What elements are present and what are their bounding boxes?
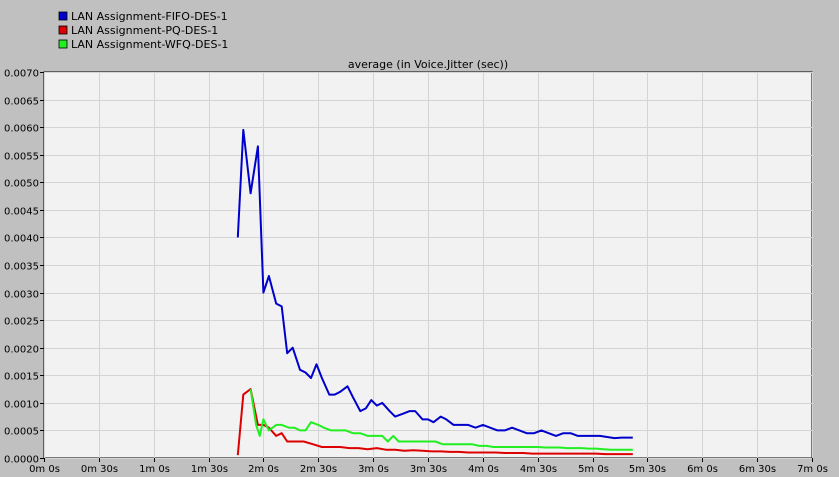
y-tick-label: 0.0055 (4, 152, 39, 163)
y-tick-label: 0.0035 (4, 262, 39, 273)
y-tick-label: 0.0030 (4, 290, 39, 301)
legend-swatch-3 (58, 39, 68, 49)
x-tick-label: 4m 0s (468, 464, 499, 475)
x-tick-label: 0m 0s (29, 464, 60, 475)
legend-label-3: LAN Assignment-WFQ-DES-1 (71, 38, 228, 51)
y-tick-label: 0.0045 (4, 207, 39, 218)
y-tick-label: 0.0015 (4, 372, 39, 383)
y-tick-label: 0.0025 (4, 317, 39, 328)
x-tick-label: 7m 0s (797, 464, 828, 475)
legend-swatch-1 (58, 11, 68, 21)
x-tick-label: 2m 0s (248, 464, 279, 475)
x-tick-label: 1m 30s (191, 464, 228, 475)
y-tick-label: 0.0020 (4, 345, 39, 356)
series-layer (236, 128, 633, 456)
legend-label-2: LAN Assignment-PQ-DES-1 (71, 24, 218, 37)
x-tick-label: 5m 0s (578, 464, 609, 475)
y-tick-label: 0.0000 (4, 455, 39, 466)
y-tick-label: 0.0040 (4, 234, 39, 245)
y-tick-label: 0.0060 (4, 124, 39, 135)
y-tick-label: 0.0070 (4, 69, 39, 80)
x-tick-label: 3m 30s (410, 464, 447, 475)
series-line-3 (249, 388, 633, 451)
x-tick-label: 5m 30s (629, 464, 666, 475)
series-line-2 (236, 388, 633, 456)
series-line-1 (236, 128, 633, 440)
x-tick-label: 1m 0s (139, 464, 170, 475)
x-tick-label: 6m 0s (687, 464, 718, 475)
y-tick-label: 0.0010 (4, 400, 39, 411)
y-tick-label: 0.0050 (4, 179, 39, 190)
x-tick-label: 3m 0s (358, 464, 389, 475)
x-tick-label: 6m 30s (739, 464, 776, 475)
grid (44, 72, 813, 459)
y-tick-label: 0.0065 (4, 97, 39, 108)
axes: 0.0000 0.0005 0.0010 0.0015 0.0020 0.0025 0.00… (4, 69, 828, 476)
x-tick-label: 2m 30s (300, 464, 337, 475)
x-tick-label: 0m 30s (81, 464, 118, 475)
chart-title: average (in Voice.Jitter (sec)) (348, 58, 508, 71)
legend-label-1: LAN Assignment-FIFO-DES-1 (71, 10, 228, 23)
x-tick-label: 4m 30s (520, 464, 557, 475)
y-tick-label: 0.0005 (4, 427, 39, 438)
legend-swatch-2 (58, 25, 68, 35)
